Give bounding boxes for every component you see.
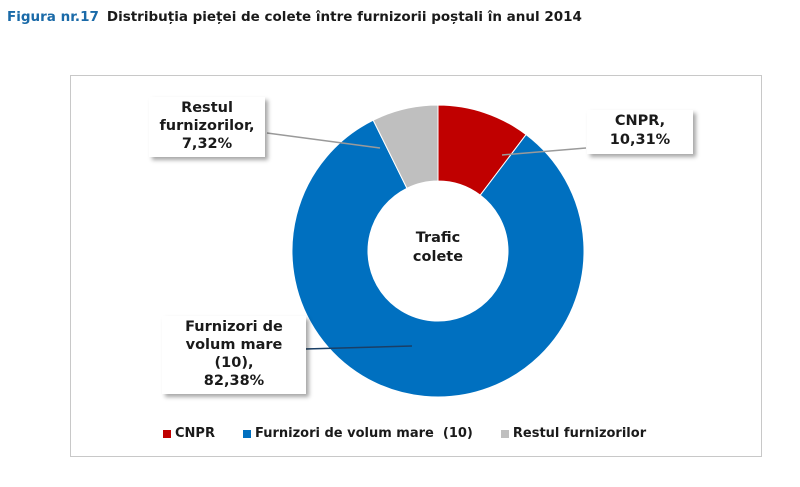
- leader-line-furnizori: [304, 345, 413, 350]
- label-line: furnizorilor,: [159, 118, 255, 134]
- donut-slices: [291, 104, 585, 398]
- legend-swatch-icon: [500, 429, 509, 438]
- label-line: volum mare: [185, 337, 283, 353]
- label-line: Restul: [181, 100, 233, 116]
- chart-legend: CNPR Furnizori de volum mare (10) Restul…: [163, 426, 674, 441]
- data-label-cnpr: CNPR, 10,31%: [587, 110, 693, 154]
- leader-line-restul: [266, 132, 381, 149]
- data-label-restul: Restul furnizorilor, 7,32%: [149, 97, 265, 157]
- figure-title: Figura nr.17 Distribuția pieței de colete…: [7, 9, 582, 25]
- data-label-furnizori: Furnizori de volum mare (10), 82,38%: [162, 316, 306, 394]
- figure-number: Figura nr.17: [7, 9, 99, 25]
- donut-center-label: Trafic colete: [398, 229, 478, 267]
- center-label-line: Trafic: [415, 230, 461, 246]
- label-line: (10),: [214, 355, 254, 371]
- label-line: 10,31%: [609, 132, 671, 148]
- label-line: 7,32%: [181, 136, 233, 152]
- leader-line-cnpr: [501, 147, 587, 156]
- legend-label: Restul furnizorilor: [512, 426, 647, 441]
- legend-label: CNPR: [175, 426, 215, 441]
- legend-item-cnpr: CNPR: [163, 426, 215, 441]
- label-line: 82,38%: [203, 373, 265, 389]
- legend-swatch-icon: [242, 429, 251, 438]
- center-label-line: colete: [412, 249, 464, 265]
- legend-item-furnizori: Furnizori de volum mare (10): [242, 426, 473, 441]
- slice-restul: [372, 104, 439, 189]
- label-line: CNPR,: [614, 113, 666, 129]
- label-line: Furnizori de: [185, 319, 283, 335]
- slice-furnizori: [291, 119, 585, 398]
- figure-caption: Distribuția pieței de colete între furni…: [106, 9, 582, 25]
- legend-label: Furnizori de volum mare (10): [254, 426, 473, 441]
- legend-swatch-icon: [163, 429, 171, 438]
- legend-item-restul: Restul furnizorilor: [500, 426, 647, 441]
